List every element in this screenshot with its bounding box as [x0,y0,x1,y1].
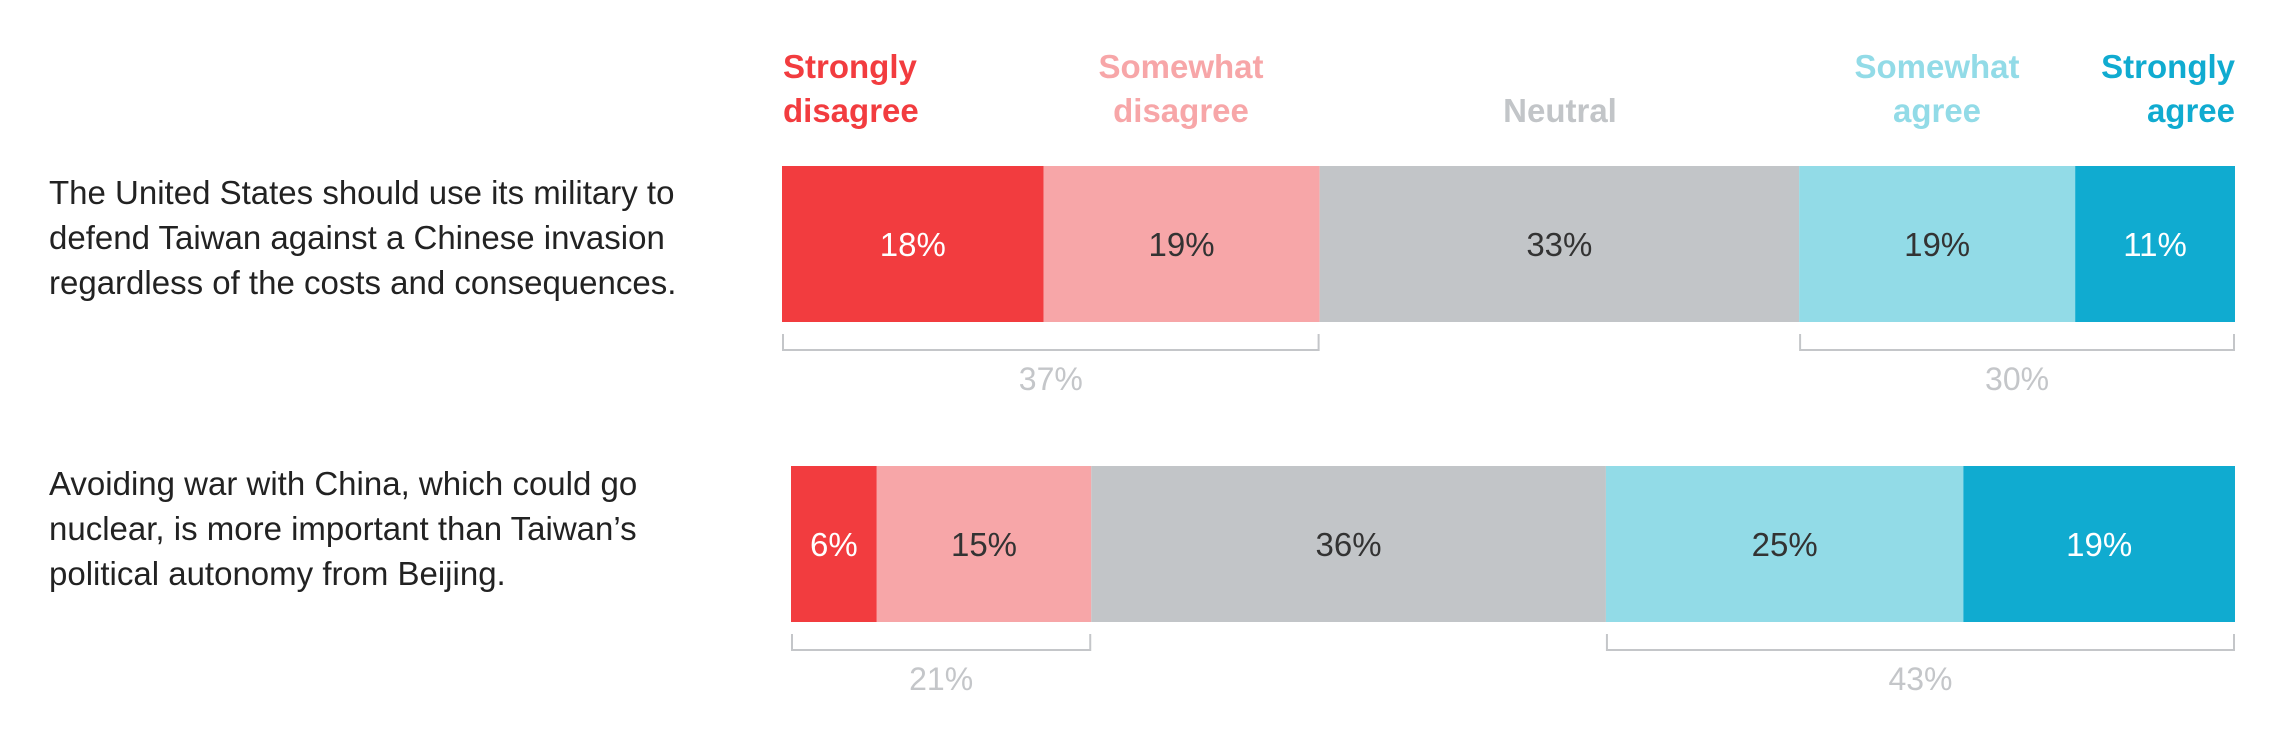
legend-strongly_agree-line-2: agree [2147,92,2235,129]
bar-2-strongly_disagree-label: 6% [810,526,858,563]
legend-somewhat_agree-line-2: agree [1893,92,1981,129]
legend-somewhat_disagree-line-1: Somewhat [1098,48,1263,85]
bar-1-strongly_agree-label: 11% [2123,226,2187,263]
bar-1-strongly_disagree [782,166,1044,322]
bar-2-neutral [1091,466,1606,622]
bar-2-somewhat_agree-label: 25% [1752,526,1818,563]
bar-1-somewhat_disagree [1043,166,1320,322]
statement-1-line-2: defend Taiwan against a Chinese invasion [49,219,665,256]
bar-1-strongly_disagree-label: 18% [880,226,946,263]
bar-1-somewhat_disagree-label: 19% [1149,226,1215,263]
statement-2-line-2: nuclear, is more important than Taiwan’s [49,510,637,547]
disagree-bracket-1 [782,334,1320,351]
disagree-total-1: 37% [1019,361,1083,397]
agree-bracket-1 [1799,334,2235,351]
agree-bracket-2 [1605,634,2235,651]
statement-1-line-3: regardless of the costs and consequences… [49,264,677,301]
legend-strongly_disagree-line-1: Strongly [783,48,917,85]
bar-2-strongly_disagree [791,466,877,622]
bar-1-strongly_agree [2075,166,2235,322]
bar-2-strongly_agree [1963,466,2235,622]
bar-2-strongly_agree-label: 19% [2066,526,2132,563]
legend-neutral-line-1: Neutral [1503,92,1617,129]
disagree-total-2: 21% [909,661,973,697]
bar-1-somewhat_agree [1799,166,2076,322]
legend-strongly_disagree-line-2: disagree [783,92,919,129]
bar-1-neutral [1319,166,1800,322]
disagree-bracket-2 [791,634,1092,651]
bar-1-neutral-label: 33% [1526,226,1592,263]
bar-1-somewhat_agree-label: 19% [1904,226,1970,263]
bar-2-somewhat_disagree [876,466,1092,622]
legend-somewhat_agree-line-1: Somewhat [1854,48,2019,85]
legend-somewhat_disagree-line-2: disagree [1113,92,1249,129]
statement-2-line-1: Avoiding war with China, which could go [49,465,638,502]
statement-1: The United States should use its militar… [49,170,749,305]
bar-2-somewhat_agree [1605,466,1964,622]
agree-total-1: 30% [1985,361,2049,397]
agree-total-2: 43% [1888,661,1952,697]
legend-strongly_agree-line-1: Strongly [2101,48,2235,85]
bar-2-somewhat_disagree-label: 15% [951,526,1017,563]
statement-2-line-3: political autonomy from Beijing. [49,555,506,592]
statement-1-line-1: The United States should use its militar… [49,174,675,211]
bar-2-neutral-label: 36% [1316,526,1382,563]
statement-2: Avoiding war with China, which could go … [49,461,749,596]
